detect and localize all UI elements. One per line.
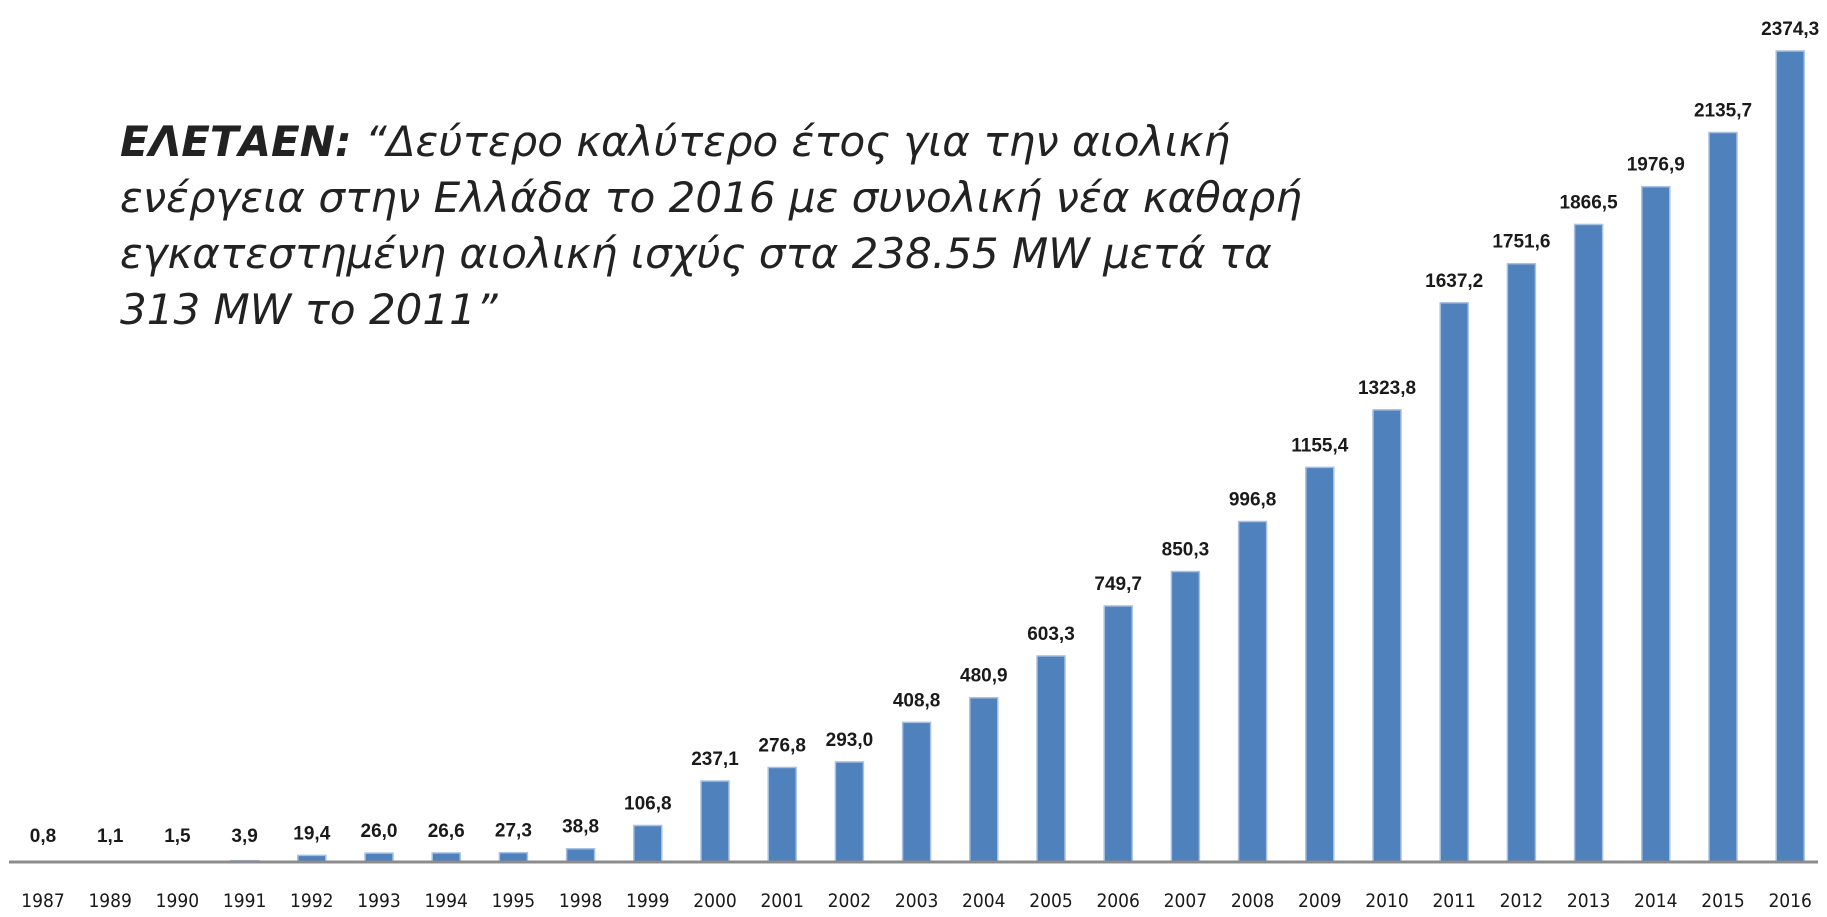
value-label: 237,1 (691, 749, 739, 770)
value-label: 2135,7 (1694, 100, 1752, 121)
annotation-line: εγκατεστημένη αιολική ισχύς στα 238.55 M… (120, 229, 1272, 278)
value-label: 1,5 (164, 826, 191, 847)
bar (633, 824, 663, 863)
value-label: 27,3 (495, 821, 532, 842)
bar (1170, 570, 1201, 863)
value-label: 276,8 (758, 735, 806, 756)
bar (1036, 655, 1066, 863)
value-label: 26,0 (361, 821, 398, 842)
bar (1439, 302, 1469, 863)
value-label: 1323,8 (1358, 378, 1416, 399)
x-tick-label: 2004 (962, 890, 1006, 912)
bar (834, 761, 865, 863)
x-tick-label: 2015 (1701, 890, 1745, 912)
value-label: 996,8 (1229, 490, 1277, 511)
x-tick-label: 2014 (1634, 890, 1678, 912)
x-tick-label: 2000 (693, 890, 737, 912)
annotation-source: ΕΛΕΤΑΕΝ: (120, 117, 352, 166)
x-tick-label: 1998 (559, 890, 603, 912)
bar (1641, 185, 1671, 863)
value-label: 850,3 (1162, 540, 1210, 561)
x-tick-label: 2001 (760, 890, 804, 912)
x-tick-label: 2013 (1567, 890, 1611, 912)
x-tick-label: 2010 (1365, 890, 1409, 912)
value-label: 603,3 (1027, 624, 1075, 645)
x-tick-label: 1992 (290, 890, 334, 912)
x-tick-label: 2009 (1298, 890, 1342, 912)
x-tick-label: 1994 (424, 890, 468, 912)
value-label: 3,9 (231, 826, 257, 847)
bar (1372, 409, 1402, 863)
value-label: 749,7 (1094, 574, 1142, 595)
value-label: 26,6 (428, 821, 465, 842)
value-label: 293,0 (826, 730, 874, 751)
annotation-text: “Δεύτερο καλύτερο έτος για την αιολική (365, 117, 1230, 166)
bar (1573, 223, 1604, 863)
x-tick-label: 2016 (1768, 890, 1812, 912)
bar (767, 766, 797, 863)
annotation-line: 313 MW το 2011” (120, 285, 499, 334)
bar (1708, 131, 1738, 863)
bar (700, 780, 730, 863)
value-label: 2374,3 (1761, 19, 1819, 40)
value-label: 1866,5 (1560, 192, 1619, 213)
value-label: 1,1 (97, 826, 124, 847)
bar (1305, 466, 1335, 863)
value-label: 0,8 (30, 826, 56, 847)
x-tick-label: 1991 (223, 890, 267, 912)
value-label: 480,9 (960, 666, 1008, 687)
bar (1103, 605, 1133, 863)
x-tick-label: 2003 (895, 890, 939, 912)
bar (1506, 262, 1537, 863)
x-tick-label: 1999 (626, 890, 670, 912)
x-tick-label: 2002 (828, 890, 872, 912)
annotation-line: ενέργεια στην Ελλάδα το 2016 με συνολική… (120, 173, 1302, 222)
value-label: 1751,6 (1492, 232, 1550, 253)
x-tick-label: 2005 (1029, 890, 1073, 912)
value-label: 408,8 (893, 690, 941, 711)
x-tick-label: 2007 (1164, 890, 1208, 912)
bar (1237, 520, 1268, 863)
bar (901, 721, 932, 863)
bar (565, 847, 596, 863)
x-tick-label: 1987 (21, 890, 65, 912)
bar (969, 696, 999, 863)
value-label: 1976,9 (1627, 155, 1685, 176)
annotation-line: ΕΛΕΤΑΕΝ: “Δεύτερο καλύτερο έτος για την … (120, 117, 1230, 166)
value-label: 106,8 (624, 794, 672, 815)
value-label: 38,8 (562, 817, 599, 838)
x-tick-label: 1990 (156, 890, 200, 912)
value-label: 1155,4 (1291, 435, 1348, 456)
value-label: 1637,2 (1425, 271, 1483, 292)
x-tick-label: 2008 (1231, 890, 1275, 912)
x-tick-label: 2006 (1096, 890, 1140, 912)
x-tick-label: 1989 (88, 890, 132, 912)
x-tick-label: 1993 (357, 890, 401, 912)
bar (1775, 50, 1805, 863)
x-tick-label: 2011 (1432, 890, 1476, 912)
value-label: 19,4 (293, 823, 330, 844)
x-tick-label: 2012 (1500, 890, 1544, 912)
x-tick-label: 1995 (492, 890, 536, 912)
